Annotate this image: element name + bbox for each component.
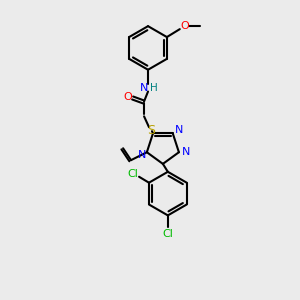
Text: O: O — [124, 92, 133, 103]
Text: S: S — [147, 124, 155, 137]
Text: Cl: Cl — [128, 169, 139, 179]
Text: O: O — [180, 21, 189, 31]
Text: N: N — [140, 82, 148, 93]
Text: N: N — [138, 150, 146, 160]
Text: N: N — [175, 125, 183, 135]
Text: N: N — [182, 147, 190, 157]
Text: H: H — [150, 82, 158, 93]
Text: Cl: Cl — [162, 229, 173, 239]
